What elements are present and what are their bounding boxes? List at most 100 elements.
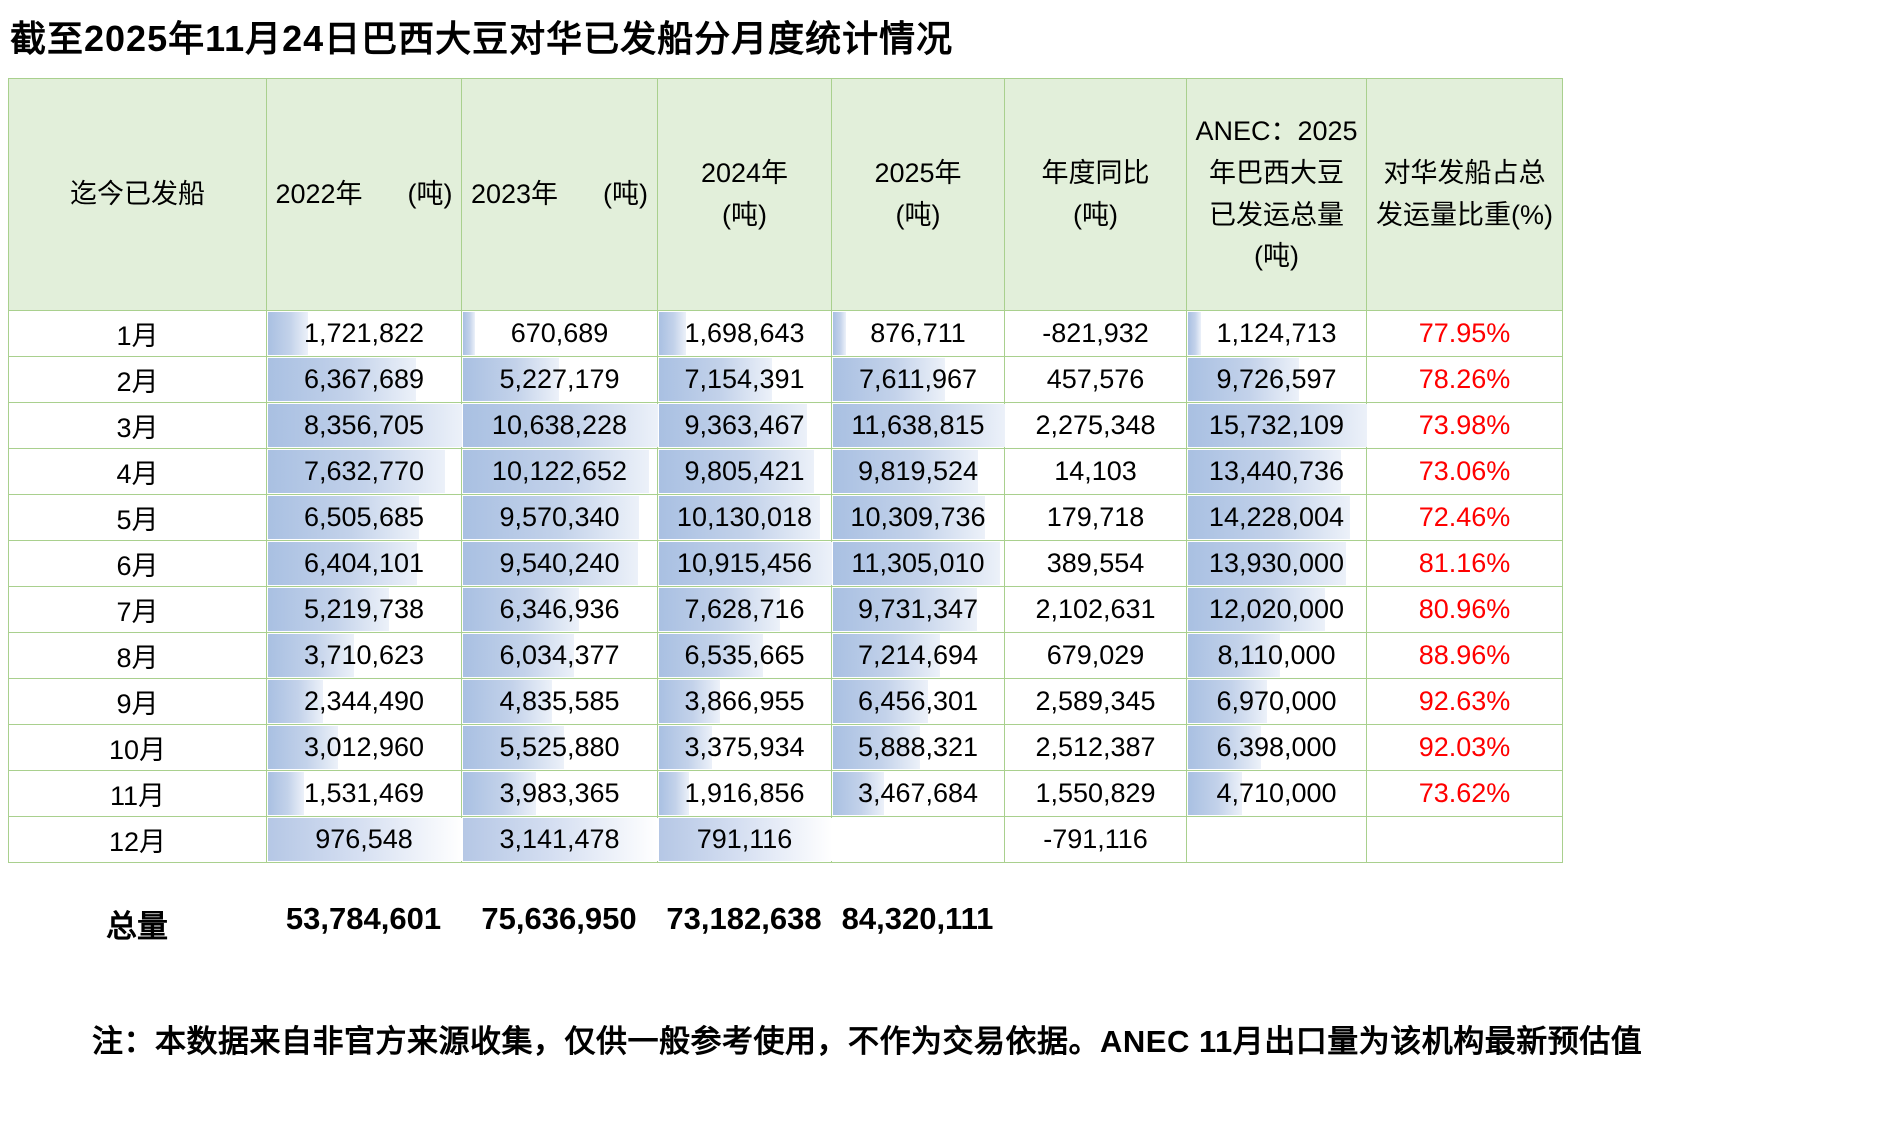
cell-anec [1186, 816, 1367, 863]
data-bar [833, 312, 846, 355]
data-bar [659, 404, 808, 447]
cell-anec: 14,228,004 [1186, 494, 1367, 541]
cell-2023: 670,689 [461, 310, 658, 357]
cell-2022: 5,219,738 [266, 586, 462, 633]
cell-share: 73.06% [1366, 448, 1563, 495]
cell-2022: 7,632,770 [266, 448, 462, 495]
data-bar [463, 496, 639, 539]
table-row: 9月 2,344,490 4,835,585 3,866,955 6,456,3… [8, 678, 1563, 725]
cell-2023: 10,122,652 [461, 448, 658, 495]
header-2025: 2025年 (吨) [831, 78, 1005, 311]
data-bar [659, 358, 773, 401]
cell-yoy: 14,103 [1004, 448, 1187, 495]
month-cell: 3月 [8, 402, 267, 449]
data-bar [833, 542, 1000, 585]
cell-2025: 11,638,815 [831, 402, 1005, 449]
footnote: 注：本数据来自非官方来源收集，仅供一般参考使用，不作为交易依据。ANEC 11月… [92, 1024, 1643, 1059]
table-row: 12月 976,548 3,141,478 791,116 -791,116 [8, 816, 1563, 863]
cell-yoy: 2,275,348 [1004, 402, 1187, 449]
cell-share: 73.62% [1366, 770, 1563, 817]
cell-2025: 10,309,736 [831, 494, 1005, 541]
data-bar [833, 772, 885, 815]
data-bar [659, 312, 686, 355]
data-bar [659, 542, 832, 585]
cell-2024: 10,915,456 [657, 540, 832, 587]
cell-2025: 9,731,347 [831, 586, 1005, 633]
cell-2024: 791,116 [657, 816, 832, 863]
data-bar [463, 450, 649, 493]
data-bar [463, 588, 580, 631]
header-share: 对华发船占总 发运量比重(%) [1366, 78, 1563, 311]
cell-2022: 976,548 [266, 816, 462, 863]
month-cell: 8月 [8, 632, 267, 679]
cell-2024: 1,916,856 [657, 770, 832, 817]
totals-row: 总量 53,784,601 75,636,950 73,182,638 84,3… [8, 901, 1883, 946]
data-bar [1188, 496, 1350, 539]
cell-anec: 4,710,000 [1186, 770, 1367, 817]
cell-2023: 3,983,365 [461, 770, 658, 817]
data-bar [1188, 404, 1367, 447]
cell-2023: 5,525,880 [461, 724, 658, 771]
cell-share: 77.95% [1366, 310, 1563, 357]
data-bar [268, 772, 304, 815]
data-bar [268, 680, 323, 723]
cell-yoy: 2,102,631 [1004, 586, 1187, 633]
data-bar [268, 726, 339, 769]
data-bar [1188, 634, 1281, 677]
header-2022: 2022年 (吨) [266, 78, 462, 311]
header-anec: ANEC：2025 年巴西大豆 已发运总量 (吨) [1186, 78, 1367, 311]
cell-2024: 7,154,391 [657, 356, 832, 403]
data-bar [463, 404, 658, 447]
data-bar [463, 312, 476, 355]
cell-share: 78.26% [1366, 356, 1563, 403]
month-cell: 6月 [8, 540, 267, 587]
data-bar [833, 496, 986, 539]
data-bar [659, 634, 763, 677]
cell-share: 92.03% [1366, 724, 1563, 771]
data-bar [833, 450, 979, 493]
cell-share: 80.96% [1366, 586, 1563, 633]
cell-2025: 9,819,524 [831, 448, 1005, 495]
table-row: 5月 6,505,685 9,570,340 10,130,018 10,309… [8, 494, 1563, 541]
total-2022: 53,784,601 [285, 901, 442, 936]
cell-anec: 6,970,000 [1186, 678, 1367, 725]
data-bar [659, 588, 780, 631]
header-row: 迄今已发船 2022年 (吨) 2023年 (吨) 2024年 (吨) 2025… [8, 78, 1563, 311]
cell-yoy: 2,589,345 [1004, 678, 1187, 725]
data-bar [659, 496, 820, 539]
cell-yoy: -791,116 [1004, 816, 1187, 863]
total-2023: 75,636,950 [481, 901, 637, 936]
cell-2022: 8,356,705 [266, 402, 462, 449]
data-bar [1188, 726, 1261, 769]
table-row: 4月 7,632,770 10,122,652 9,805,421 9,819,… [8, 448, 1563, 495]
cell-2022: 6,367,689 [266, 356, 462, 403]
cell-2024: 9,805,421 [657, 448, 832, 495]
data-bar [659, 818, 832, 861]
data-bar [268, 818, 462, 861]
cell-2024: 10,130,018 [657, 494, 832, 541]
table-row: 10月 3,012,960 5,525,880 3,375,934 5,888,… [8, 724, 1563, 771]
table-row: 7月 5,219,738 6,346,936 7,628,716 9,731,3… [8, 586, 1563, 633]
data-bar [1188, 680, 1268, 723]
cell-anec: 12,020,000 [1186, 586, 1367, 633]
data-bar [1188, 772, 1242, 815]
cell-2023: 10,638,228 [461, 402, 658, 449]
page-title: 截至2025年11月24日巴西大豆对华已发船分月度统计情况 [10, 18, 954, 59]
data-bar [1188, 450, 1341, 493]
data-bar [268, 312, 308, 355]
cell-yoy: 457,576 [1004, 356, 1187, 403]
cell-yoy: 389,554 [1004, 540, 1187, 587]
data-bar [659, 726, 713, 769]
cell-anec: 8,110,000 [1186, 632, 1367, 679]
header-month: 迄今已发船 [8, 78, 267, 311]
cell-2024: 3,866,955 [657, 678, 832, 725]
cell-share: 92.63% [1366, 678, 1563, 725]
header-yoy: 年度同比 (吨) [1004, 78, 1187, 311]
cell-2023: 5,227,179 [461, 356, 658, 403]
data-bar [463, 634, 574, 677]
cell-share: 88.96% [1366, 632, 1563, 679]
data-bar [463, 680, 552, 723]
data-bar [268, 358, 416, 401]
cell-yoy: 179,718 [1004, 494, 1187, 541]
cell-2022: 2,344,490 [266, 678, 462, 725]
